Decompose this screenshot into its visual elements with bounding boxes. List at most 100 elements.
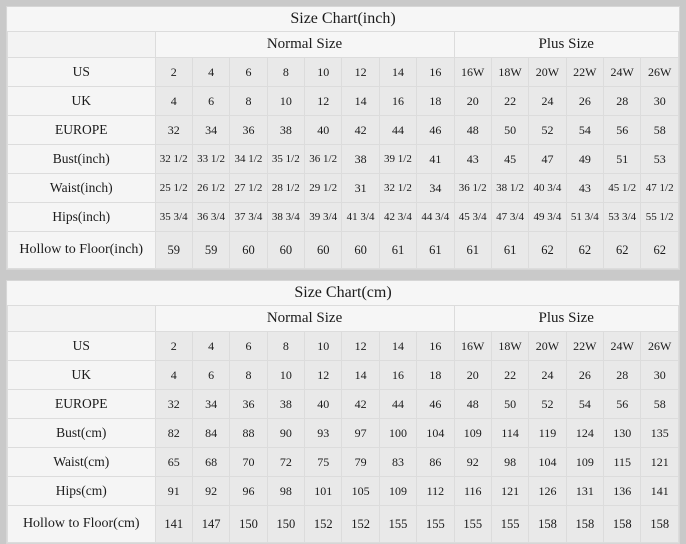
table-cell: 22W — [565, 331, 605, 361]
table-cell: 121 — [640, 447, 679, 477]
table-cell: 68 — [191, 447, 231, 477]
table-cell: 65 — [154, 447, 193, 477]
table-cell: 90 — [266, 418, 306, 448]
table-cell: 62 — [528, 231, 567, 269]
row-label: Hollow to Floor(cm) — [7, 505, 156, 543]
table-cell: 150 — [266, 505, 306, 543]
table-cell: 20 — [453, 360, 492, 390]
table-cell: 46 — [416, 115, 455, 145]
table-cell: 42 — [341, 115, 380, 145]
chart-title-row: Size Chart(inch) — [7, 7, 679, 32]
table-row: Hollow to Floor(cm) 141 147 150 150 152 152 155… — [7, 505, 679, 543]
table-cell: 6 — [229, 57, 268, 87]
table-cell: 38 3/4 — [266, 202, 306, 232]
table-cell: 14 — [341, 86, 380, 116]
table-cell: 70 — [229, 447, 268, 477]
table-cell: 18W — [490, 331, 530, 361]
size-chart-inch: Size Chart(inch) Normal Size Plus Size US 2 4… — [6, 6, 680, 270]
table-cell: 20W — [528, 57, 567, 87]
table-cell: 104 — [416, 418, 455, 448]
table-cell: 38 — [266, 389, 306, 419]
table-cell: 136 — [603, 476, 642, 506]
table-cell: 141 — [640, 476, 679, 506]
table-cell: 155 — [416, 505, 455, 543]
group-header-plus-size: Plus Size — [453, 31, 680, 58]
table-cell: 55 1/2 — [640, 202, 679, 232]
table-cell: 40 — [304, 115, 343, 145]
table-cell: 54 — [565, 389, 605, 419]
table-cell: 39 3/4 — [304, 202, 343, 232]
table-cell: 115 — [603, 447, 642, 477]
table-cell: 16W — [453, 331, 492, 361]
row-label: Hips(cm) — [7, 476, 156, 506]
table-row: US 2 4 6 8 10 12 14 16 16W 18W 20W 22W 24W 26W — [7, 331, 679, 361]
table-cell: 42 — [341, 389, 380, 419]
group-header-spacer — [7, 305, 156, 332]
table-cell: 35 3/4 — [154, 202, 193, 232]
table-cell: 130 — [603, 418, 642, 448]
table-cell: 44 — [378, 115, 418, 145]
table-cell: 121 — [490, 476, 530, 506]
table-cell: 40 3/4 — [528, 173, 567, 203]
table-cell: 58 — [640, 115, 679, 145]
table-cell: 56 — [603, 389, 642, 419]
table-cell: 45 1/2 — [603, 173, 642, 203]
table-cell: 34 — [416, 173, 455, 203]
table-cell: 48 — [453, 389, 492, 419]
table-cell: 126 — [528, 476, 567, 506]
table-cell: 4 — [191, 57, 231, 87]
table-cell: 10 — [304, 331, 343, 361]
table-cell: 38 — [266, 115, 306, 145]
table-cell: 51 — [603, 144, 642, 174]
table-cell: 8 — [229, 86, 268, 116]
table-cell: 49 3/4 — [528, 202, 567, 232]
table-cell: 52 — [528, 389, 567, 419]
table-cell: 141 — [154, 505, 193, 543]
table-cell: 32 1/2 — [378, 173, 418, 203]
group-header-normal-size: Normal Size — [154, 305, 455, 332]
table-cell: 100 — [378, 418, 418, 448]
table-cell: 39 1/2 — [378, 144, 418, 174]
table-cell: 16 — [378, 360, 418, 390]
table-cell: 92 — [191, 476, 231, 506]
table-cell: 36 3/4 — [191, 202, 231, 232]
table-cell: 30 — [640, 360, 679, 390]
row-label: Waist(cm) — [7, 447, 156, 477]
row-label: Bust(inch) — [7, 144, 156, 174]
table-cell: 34 1/2 — [229, 144, 268, 174]
table-cell: 24 — [528, 86, 567, 116]
table-cell: 155 — [378, 505, 418, 543]
row-label: Waist(inch) — [7, 173, 156, 203]
table-cell: 109 — [378, 476, 418, 506]
table-cell: 26 — [565, 86, 605, 116]
table-cell: 22W — [565, 57, 605, 87]
table-cell: 50 — [490, 389, 530, 419]
table-row: Hollow to Floor(inch) 59 59 60 60 60 60 61 61 61 6… — [7, 231, 679, 269]
table-cell: 12 — [341, 331, 380, 361]
table-cell: 18 — [416, 360, 455, 390]
table-cell: 93 — [304, 418, 343, 448]
size-chart-cm-table: Size Chart(cm) Normal Size Plus Size US 2 4 6 8… — [7, 281, 680, 543]
table-cell: 150 — [229, 505, 268, 543]
table-cell: 4 — [191, 331, 231, 361]
row-label: US — [7, 331, 156, 361]
table-cell: 6 — [191, 360, 231, 390]
table-cell: 8 — [229, 360, 268, 390]
table-cell: 32 — [154, 115, 193, 145]
size-chart-inch-body: Size Chart(inch) Normal Size Plus Size US 2 4… — [7, 7, 680, 269]
table-cell: 22 — [490, 360, 530, 390]
table-cell: 60 — [229, 231, 268, 269]
table-cell: 101 — [304, 476, 343, 506]
group-header-row: Normal Size Plus Size — [7, 305, 680, 332]
table-cell: 2 — [154, 331, 193, 361]
table-cell: 158 — [640, 505, 679, 543]
table-cell: 72 — [266, 447, 306, 477]
table-cell: 135 — [640, 418, 679, 448]
table-cell: 26W — [640, 331, 679, 361]
table-cell: 14 — [341, 360, 380, 390]
table-cell: 83 — [378, 447, 418, 477]
table-cell: 36 1/2 — [453, 173, 492, 203]
table-cell: 34 — [191, 389, 231, 419]
table-cell: 158 — [565, 505, 605, 543]
table-cell: 38 1/2 — [490, 173, 530, 203]
